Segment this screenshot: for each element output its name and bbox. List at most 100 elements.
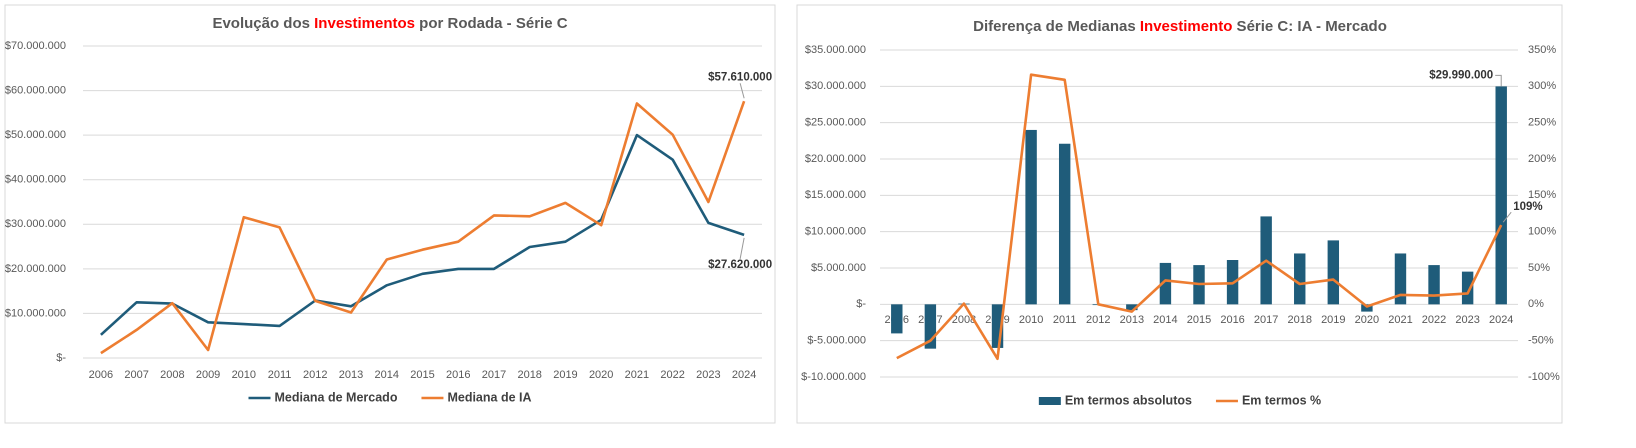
- x-tick-label: 2007: [124, 369, 148, 381]
- line-series: [896, 73, 1503, 361]
- bar: [1428, 265, 1440, 305]
- x-tick-label: 2006: [89, 369, 113, 381]
- legend-label: Em termos absolutos: [1065, 393, 1192, 407]
- x-tick-label: 2008: [160, 369, 184, 381]
- bar: [924, 304, 937, 349]
- y-tick-label: $20.000.000: [805, 153, 866, 165]
- leader-line: [739, 237, 745, 259]
- bar: [1361, 304, 1373, 312]
- legend: Em termos absolutos Em termos %: [1038, 393, 1321, 407]
- x-tick-label: 2021: [625, 369, 649, 381]
- y2-tick-label: 150%: [1528, 189, 1556, 201]
- x-tick-label: 2013: [339, 369, 363, 381]
- y-tick-label: $50.000.000: [5, 129, 66, 141]
- panel: [4, 4, 776, 424]
- y-tick-label: $70.000.000: [5, 40, 66, 52]
- line-series: [100, 133, 745, 336]
- x-tick-label: 2019: [1321, 314, 1345, 326]
- x-tick-label: 2022: [1422, 314, 1446, 326]
- x-tick-label: 2017: [482, 369, 506, 381]
- leader-line: [739, 83, 745, 99]
- y2-tick-label: -50%: [1528, 335, 1554, 347]
- x-tick-label: 2012: [1086, 314, 1110, 326]
- y2-tick-label: 50%: [1528, 262, 1550, 274]
- x-tick-label: 2011: [268, 369, 292, 381]
- x-tick-label: 2014: [1153, 314, 1177, 326]
- legend-label: Mediana de Mercado: [275, 390, 398, 404]
- y2-tick-label: 100%: [1528, 226, 1556, 238]
- legend-label: Mediana de IA: [447, 390, 531, 404]
- y-tick-label: $25.000.000: [805, 117, 866, 129]
- x-tick-label: 2013: [1120, 314, 1144, 326]
- x-tick-label: 2016: [1220, 314, 1244, 326]
- x-tick-label: 2011: [1053, 314, 1077, 326]
- y2-tick-label: 200%: [1528, 153, 1556, 165]
- legend-swatch: [1038, 397, 1061, 405]
- y-tick-label: $5.000.000: [811, 262, 866, 274]
- x-tick-label: 2022: [660, 369, 684, 381]
- y-tick-label: $30.000.000: [5, 218, 66, 230]
- y-tick-label: $35.000.000: [805, 44, 866, 56]
- y-tick-label: $-10.000.000: [801, 371, 866, 383]
- y-tick-label: $-: [56, 352, 66, 364]
- legend-label: Em termos %: [1242, 393, 1321, 407]
- panel: [796, 4, 1563, 424]
- bar: [1294, 253, 1306, 305]
- y-tick-label: $20.000.000: [5, 263, 66, 275]
- bar: [1495, 86, 1507, 305]
- y-tick-label: $30.000.000: [805, 80, 866, 92]
- data-label: $27.620.000: [708, 259, 772, 271]
- chart-title: Evolução dos Investimentos por Rodada - …: [212, 15, 567, 32]
- x-tick-label: 2014: [375, 369, 399, 381]
- data-label: 109%: [1513, 201, 1542, 213]
- x-tick-label: 2010: [232, 369, 256, 381]
- x-tick-label: 2015: [1187, 314, 1211, 326]
- x-tick-label: 2024: [1489, 314, 1513, 326]
- bar: [1461, 271, 1474, 305]
- y2-tick-label: 300%: [1528, 80, 1556, 92]
- y2-tick-label: -100%: [1528, 371, 1560, 383]
- x-tick-label: 2016: [446, 369, 470, 381]
- x-tick-label: 2023: [696, 369, 720, 381]
- bar: [1058, 143, 1071, 305]
- x-tick-label: 2015: [410, 369, 434, 381]
- x-tick-label: 2024: [732, 369, 756, 381]
- y-tick-label: $15.000.000: [805, 189, 866, 201]
- y2-tick-label: 0%: [1528, 298, 1544, 310]
- x-tick-label: 2008: [952, 314, 976, 326]
- x-tick-label: 2023: [1455, 314, 1479, 326]
- title-part: Investimentos: [314, 15, 415, 32]
- x-tick-label: 2012: [303, 369, 327, 381]
- x-tick-label: 2019: [553, 369, 577, 381]
- x-tick-label: 2021: [1388, 314, 1412, 326]
- title-part: Diferença de Medianas: [973, 18, 1140, 35]
- x-tick-label: 2018: [1287, 314, 1311, 326]
- y2-tick-label: 350%: [1528, 44, 1556, 56]
- legend: Mediana de Mercado Mediana de IA: [248, 390, 532, 404]
- data-label: $57.610.000: [708, 71, 772, 83]
- bar: [1126, 304, 1138, 311]
- x-tick-label: 2017: [1254, 314, 1278, 326]
- y2-tick-label: 250%: [1528, 117, 1556, 129]
- leader-line: [1502, 211, 1512, 223]
- title-part: Evolução dos: [212, 15, 314, 32]
- x-tick-label: 2009: [196, 369, 220, 381]
- y-tick-label: $-: [856, 298, 866, 310]
- leader-line: [1495, 74, 1502, 87]
- x-tick-label: 2018: [517, 369, 541, 381]
- x-tick-label: 2010: [1019, 314, 1043, 326]
- title-part: Investimento: [1140, 18, 1233, 35]
- bar: [1159, 262, 1172, 305]
- y-tick-label: $60.000.000: [5, 84, 66, 96]
- y-tick-label: $-5.000.000: [807, 335, 866, 347]
- y-tick-label: $40.000.000: [5, 174, 66, 186]
- bar: [1025, 129, 1037, 305]
- data-label: $29.990.000: [1429, 69, 1493, 81]
- x-tick-label: 2020: [589, 369, 613, 381]
- bar: [1394, 253, 1407, 305]
- title-part: Série C: IA - Mercado: [1232, 18, 1386, 35]
- y-tick-label: $10.000.000: [805, 226, 866, 238]
- bar: [1327, 240, 1340, 305]
- x-tick-label: 2020: [1355, 314, 1379, 326]
